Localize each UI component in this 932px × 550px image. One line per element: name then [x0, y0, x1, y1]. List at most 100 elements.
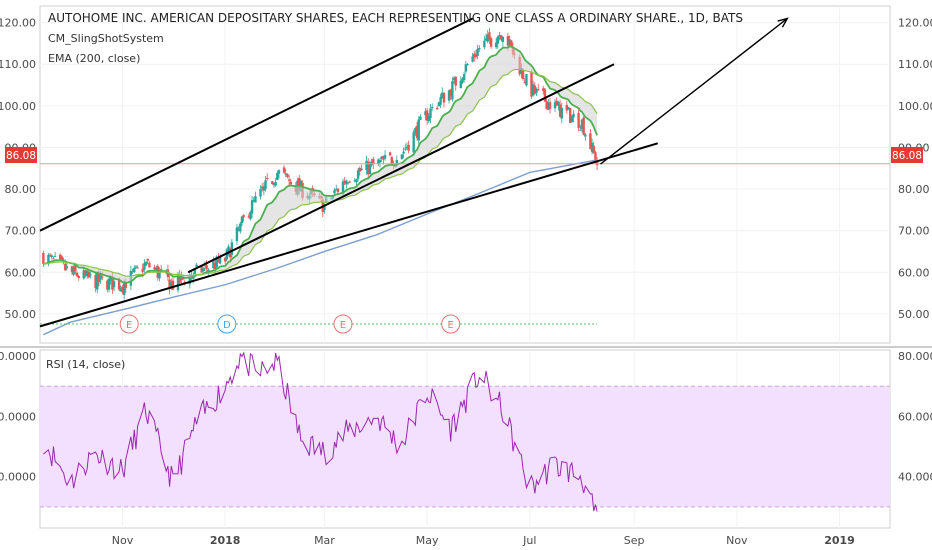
candle-body [287, 179, 291, 181]
candle-body [65, 266, 69, 268]
candle-body [122, 283, 126, 296]
earnings-marker[interactable] [333, 314, 353, 334]
slingshot-ribbon [43, 46, 598, 283]
candle-body [499, 35, 503, 40]
candle-body [590, 142, 594, 152]
indicator-slingshot-label[interactable]: CM_SlingShotSystem [48, 32, 164, 45]
y-tick-label-right: 110.00 [898, 58, 932, 71]
x-tick-label: Nov [726, 534, 748, 547]
indicator-ema-label[interactable]: EMA (200, close) [48, 52, 140, 65]
trend-line[interactable] [39, 142, 659, 328]
candle-body [260, 186, 264, 189]
candle-body [508, 39, 511, 46]
trend-line[interactable] [187, 63, 615, 274]
candle-body [592, 145, 595, 153]
event-marker-label: E [126, 320, 132, 331]
candle-body [436, 107, 439, 110]
candle-body [461, 78, 464, 83]
y-tick-label-left: 60.00 [5, 266, 37, 279]
candle-body [237, 229, 240, 231]
candle-body [383, 155, 387, 159]
candle-body [171, 280, 175, 290]
projection-arrow-head [777, 17, 789, 28]
candle-body [158, 271, 161, 279]
candle-body [225, 249, 229, 260]
candle-body [560, 107, 563, 119]
candle-body [74, 264, 77, 272]
candle-body [577, 112, 580, 129]
candle-body [348, 181, 351, 183]
candle-body [239, 223, 242, 232]
candle-body [168, 279, 171, 290]
candle-body [555, 100, 558, 105]
candle-body [419, 116, 422, 120]
y-tick-label-left: 100.00 [0, 100, 36, 113]
candle-body [70, 266, 74, 272]
y-tick-label-right: 50.00 [898, 308, 930, 321]
candle-body [547, 102, 550, 110]
candle-body [388, 152, 392, 156]
candle-body [252, 200, 255, 202]
y-tick-label-left: 120.00 [0, 17, 36, 30]
candle-body [272, 182, 276, 186]
rsi-tick-label-right: 80.0000 [898, 350, 932, 363]
candle-body [417, 119, 420, 141]
candle-body [207, 269, 210, 272]
candle-body [159, 269, 163, 271]
candle-body [356, 170, 360, 179]
y-tick-label-left: 80.00 [5, 183, 37, 196]
candle-body [124, 282, 128, 288]
x-tick-label: May [416, 534, 439, 547]
candle-body [579, 129, 582, 131]
event-marker-label: E [448, 320, 454, 331]
candle-body [178, 274, 181, 283]
candle-body [50, 255, 53, 258]
candle-body [372, 158, 375, 165]
earnings-marker[interactable] [119, 314, 139, 334]
event-marker-label: E [340, 320, 346, 331]
candle-body [97, 272, 101, 283]
candle-body [146, 258, 149, 261]
rsi-tick-label-right: 40.0000 [898, 471, 932, 484]
candle-body [212, 261, 215, 269]
candle-body [343, 180, 346, 184]
candle-body [274, 182, 277, 186]
candle-body [360, 168, 363, 171]
candle-body [572, 113, 575, 118]
candle-body [535, 89, 538, 93]
candle-body [353, 180, 356, 182]
earnings-marker[interactable] [441, 314, 461, 334]
candle-body [580, 119, 584, 129]
candle-body [266, 177, 269, 179]
candle-body [355, 179, 358, 183]
x-tick-label: Nov [112, 534, 134, 547]
rsi-label[interactable]: RSI (14, close) [46, 358, 125, 371]
x-tick-label: 2019 [824, 534, 855, 547]
dividend-marker[interactable] [217, 314, 237, 334]
candle-body [558, 104, 562, 117]
candle-body [473, 53, 476, 58]
candle-body [170, 281, 173, 287]
candle-body [195, 264, 198, 267]
candle-body [47, 254, 50, 264]
candle-body [466, 63, 469, 65]
projection-arrow[interactable] [600, 17, 788, 165]
candle-body [530, 71, 533, 97]
candle-body [400, 154, 404, 160]
candle-body [568, 108, 572, 123]
candle-body [131, 271, 134, 273]
y-tick-label-right: 60.00 [898, 266, 930, 279]
candle-body [429, 108, 432, 119]
candle-body [424, 111, 427, 116]
candle-body [474, 54, 478, 57]
candle-body [259, 189, 262, 197]
candle-body [176, 273, 180, 291]
trend-line[interactable] [39, 17, 474, 232]
candle-body [264, 180, 267, 190]
rsi-tick-label-left: 40.0000 [0, 471, 36, 484]
y-axis-left: 50.0060.0070.0080.0090.00100.00110.00120… [0, 17, 36, 484]
candle-body [58, 254, 62, 259]
rsi-panel[interactable] [43, 351, 598, 512]
